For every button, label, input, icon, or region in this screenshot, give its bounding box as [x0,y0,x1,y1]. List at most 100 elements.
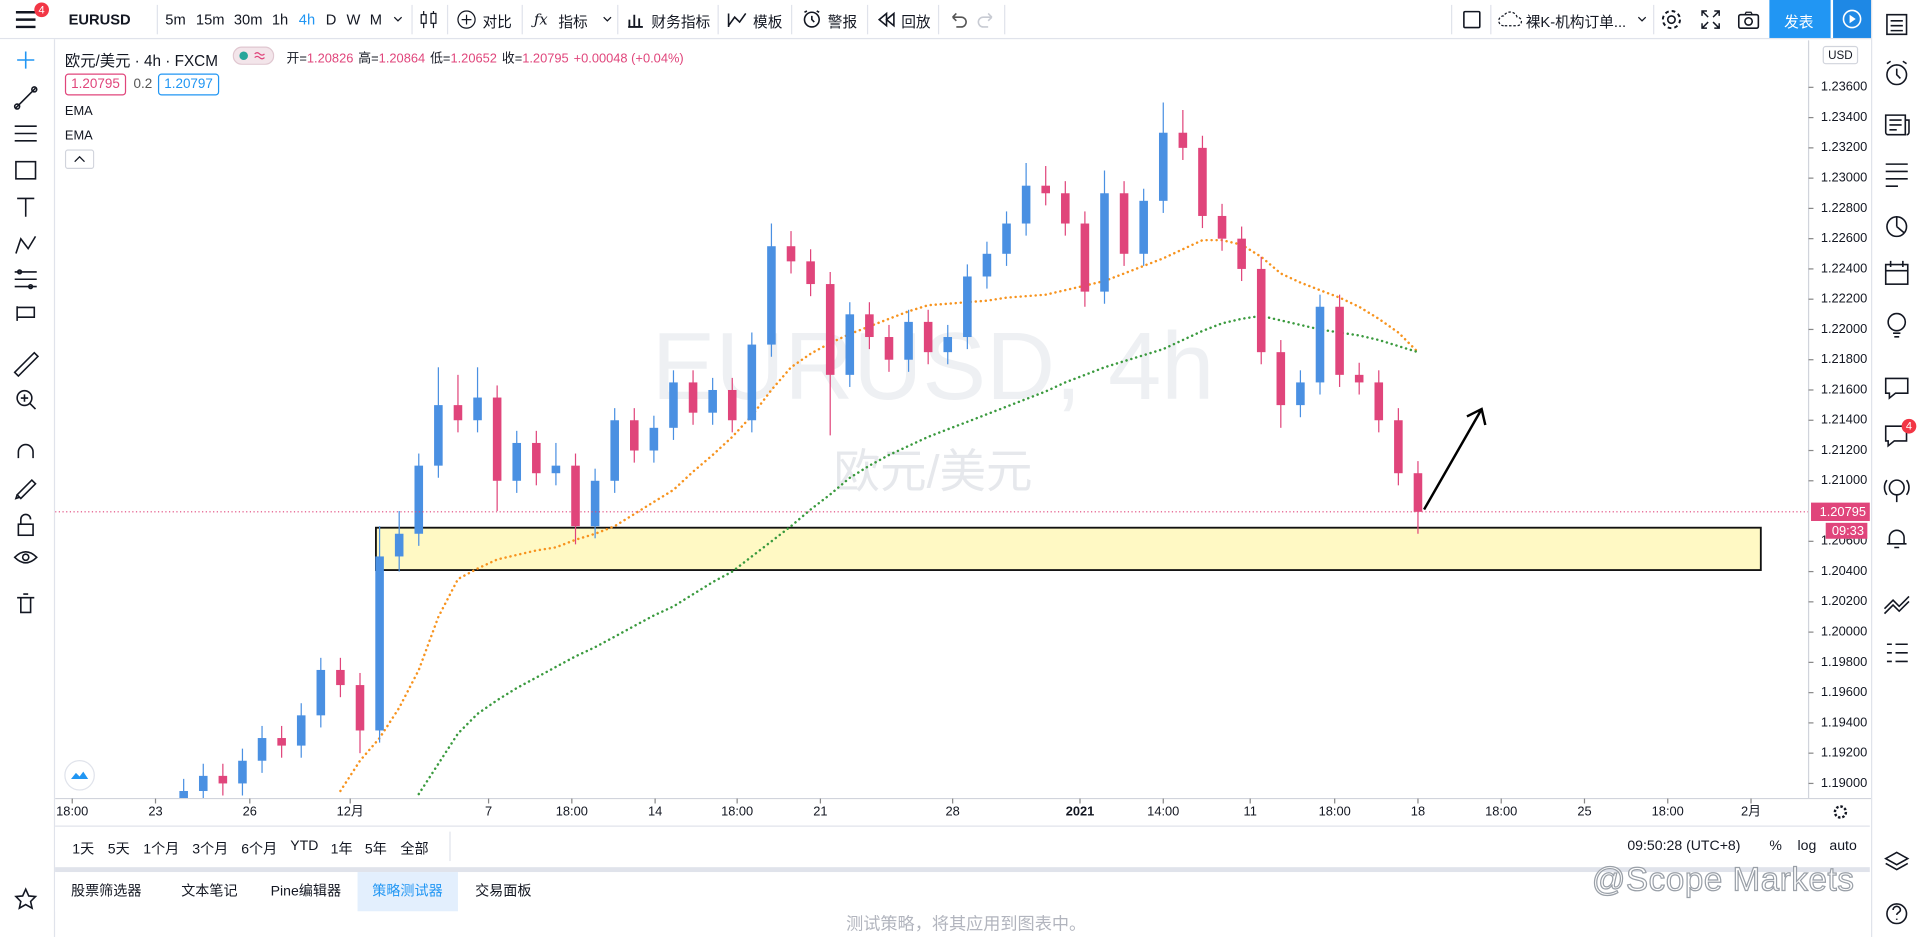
bid-box[interactable]: 1.20795 [64,73,127,96]
caret[interactable] [1636,13,1648,25]
plot: EURUSD, 4h 欧元/美元 [179,102,1762,799]
news[interactable] [1884,114,1910,136]
ask-box[interactable]: 1.20797 [157,73,220,96]
pattern-tool[interactable] [15,235,37,254]
menu-button[interactable]: 4 [0,0,54,38]
indicator-label[interactable]: EMA [64,128,93,144]
object-tree[interactable] [1884,851,1910,871]
bottom-tab[interactable]: 股票筛选器 [71,884,142,900]
data-window[interactable] [1886,215,1908,238]
timeframe[interactable]: D [325,11,337,29]
indicator-icon[interactable]: ƒx [533,11,548,29]
timeframe[interactable]: 30m [233,11,263,29]
caret[interactable] [392,13,404,25]
range-button[interactable]: 1年 [330,842,353,858]
fullscreen-icon[interactable] [1701,10,1721,30]
range-button[interactable]: 全部 [400,842,429,858]
range-button[interactable]: YTD [290,838,319,854]
calendar[interactable] [1884,260,1909,285]
lock-tool[interactable] [17,513,34,537]
magnet-tool[interactable] [17,443,34,459]
bottom-tab[interactable]: Pine编辑器 [270,884,342,900]
dom[interactable] [1886,643,1908,663]
streams[interactable] [1884,418,1917,448]
text-tool[interactable] [17,197,35,217]
replay-icon[interactable] [877,11,897,28]
details[interactable] [1885,163,1908,187]
chats[interactable] [1884,377,1909,400]
alert-button[interactable]: 警报 [827,13,858,31]
stay-drawing-tool[interactable] [14,478,37,500]
range-button[interactable]: 6个月 [241,842,278,858]
tv-logo[interactable] [64,759,96,791]
replay-button[interactable]: 回放 [901,13,931,31]
layout-icon[interactable] [1462,10,1482,30]
bottom-tab[interactable]: 文本笔记 [181,884,238,900]
timeframe[interactable]: 15m [195,11,225,29]
chart-canvas: EURUSD, 4h 欧元/美元 USD 1.23600 1.23400 1.23200 1… [55,40,1872,819]
help[interactable] [1886,903,1908,925]
order-panel[interactable] [1883,595,1910,615]
timeframe[interactable]: 5m [165,11,186,29]
separator [1451,4,1453,35]
publish-button[interactable] [1769,0,1831,38]
compare-icon[interactable] [457,10,477,30]
axis-settings[interactable] [1833,805,1848,819]
template-button[interactable]: 模板 [753,13,783,31]
alerts[interactable] [1886,60,1908,86]
timeframe[interactable]: W [346,11,361,29]
icon-tool[interactable] [16,306,36,321]
bottom-tab[interactable]: 交易面板 [475,884,532,900]
timeframe[interactable]: 4h [298,11,316,29]
caret[interactable] [601,13,613,25]
notifications[interactable] [1883,479,1910,503]
cross-tool[interactable] [17,51,35,69]
lines-tool[interactable] [14,125,37,142]
prediction-tool[interactable] [14,269,37,290]
alert-icon[interactable] [801,9,823,31]
candle-body [943,337,953,353]
snapshot-icon[interactable] [1737,10,1760,30]
scale-option[interactable]: % [1769,838,1782,854]
watchlist[interactable] [1886,13,1908,36]
undo-redo[interactable] [948,10,997,30]
template-icon[interactable] [727,11,747,28]
trend-line-tool[interactable] [13,86,38,110]
range-button[interactable]: 5天 [107,842,130,858]
scale-option[interactable]: log [1797,838,1817,854]
financials-button[interactable]: 财务指标 [651,13,711,31]
indicator-button[interactable]: 指标 [558,13,588,31]
range-button[interactable]: 3个月 [192,842,229,858]
hotlists[interactable] [1886,529,1907,549]
timeframe[interactable]: 1h [271,11,289,29]
compare-button[interactable]: 对比 [482,13,512,31]
spread: 0.2 [133,77,153,92]
favorites[interactable] [14,887,38,910]
measure-tool[interactable] [13,351,40,378]
settings-icon[interactable] [1660,9,1682,31]
ideas[interactable] [1887,312,1907,338]
symbol[interactable]: EURUSD [68,11,131,29]
publish-label[interactable]: 发表 [1784,13,1814,31]
separator [717,4,719,35]
zoom-tool[interactable] [16,389,37,410]
range-button[interactable]: 1天 [72,842,95,858]
play-button[interactable] [1833,0,1872,38]
candle-body [257,738,267,761]
indicator-label[interactable]: EMA [64,104,93,119]
price-tick-label: 1.21600 [1821,381,1867,396]
financials-icon[interactable] [627,11,644,28]
timeframe[interactable]: M [369,11,383,29]
bottom-tab[interactable]: 策略测试器 [357,872,458,912]
chart-type-icon[interactable] [419,9,439,31]
hide-tool[interactable] [13,550,38,564]
delete-tool[interactable] [17,593,35,614]
price-tick-label: 1.22000 [1821,321,1867,336]
cloud-icon[interactable] [1496,10,1525,30]
layout-name[interactable]: 裸K-机构订单... [1525,13,1627,31]
shape-tool[interactable] [15,160,37,180]
scale-option[interactable]: auto [1829,838,1857,854]
range-button[interactable]: 5年 [364,842,387,858]
collapse-legend[interactable] [64,149,95,170]
range-button[interactable]: 1个月 [143,842,180,858]
